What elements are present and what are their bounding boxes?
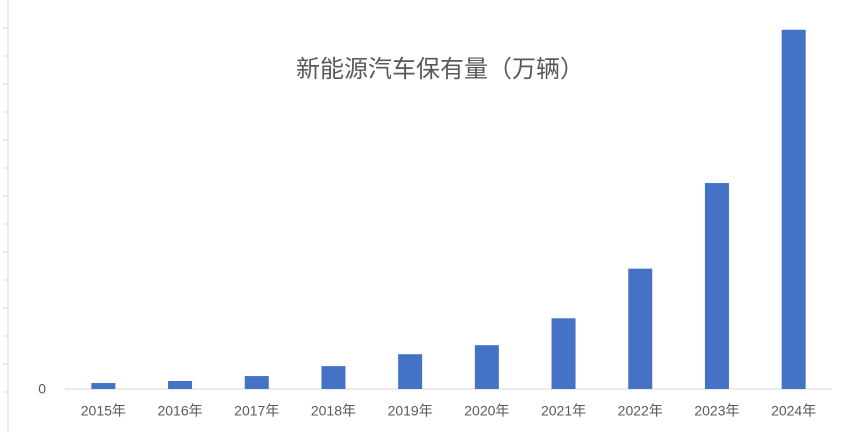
x-tick-label: 2021年 xyxy=(541,403,586,419)
bar xyxy=(551,318,576,389)
bar xyxy=(628,268,653,389)
x-tick-label: 2016年 xyxy=(157,403,202,419)
x-tick-label: 2019年 xyxy=(388,403,433,419)
x-tick-label: 2017年 xyxy=(234,403,279,419)
y-tick-label: 0 xyxy=(38,381,46,397)
bar xyxy=(474,345,499,389)
bar xyxy=(321,366,346,389)
x-tick-label: 2022年 xyxy=(618,403,663,419)
bar xyxy=(244,376,269,389)
bar xyxy=(398,354,423,389)
bar xyxy=(168,380,193,389)
bar xyxy=(704,183,729,389)
x-tick-label: 2024年 xyxy=(771,403,816,419)
x-tick-label: 2023年 xyxy=(694,403,739,419)
bar xyxy=(781,29,806,389)
x-tick-label: 2020年 xyxy=(464,403,509,419)
x-tick-label: 2015年 xyxy=(81,403,126,419)
x-tick-label: 2018年 xyxy=(311,403,356,419)
chart-title: 新能源汽车保有量（万辆） xyxy=(296,55,584,83)
bar xyxy=(91,383,116,389)
